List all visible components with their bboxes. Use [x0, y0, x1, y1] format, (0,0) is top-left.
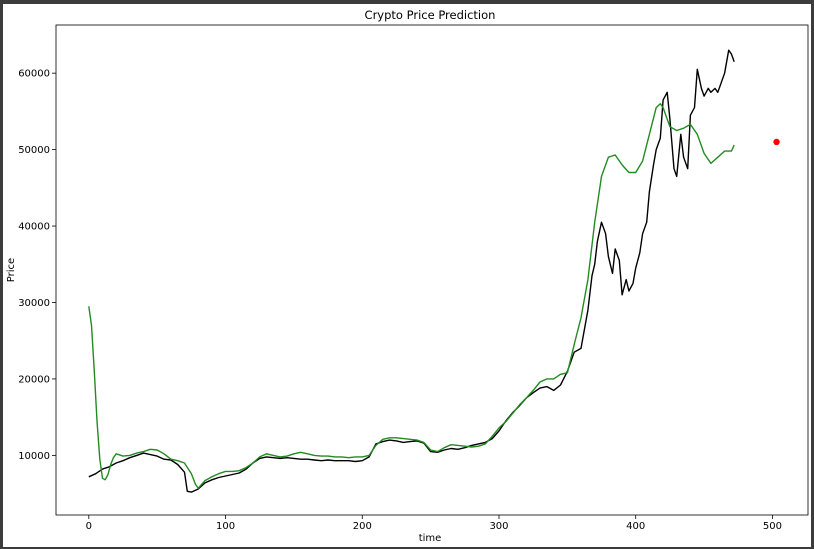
x-axis-ticks: 0 100 200 300 400 500 [86, 515, 782, 532]
chart-title: Crypto Price Prediction [365, 8, 496, 22]
series-layer [88, 49, 780, 493]
prediction-point [773, 138, 780, 146]
y-tick-label: 10000 [18, 451, 50, 462]
x-tick-label: 100 [216, 521, 235, 532]
y-tick-label: 30000 [18, 298, 50, 309]
plot-area [55, 24, 809, 516]
y-axis-label: Price [6, 258, 17, 282]
x-tick-label: 400 [626, 521, 645, 532]
actual-price-line [88, 49, 735, 493]
y-axis-ticks: 10000 20000 30000 40000 50000 60000 [18, 69, 56, 462]
x-tick-label: 0 [86, 521, 92, 532]
x-tick-label: 300 [489, 521, 508, 532]
y-tick-label: 60000 [18, 69, 50, 80]
x-axis-label: time [419, 533, 442, 544]
predicted-price-line [88, 103, 735, 489]
y-tick-label: 40000 [18, 222, 50, 233]
x-tick-label: 200 [353, 521, 372, 532]
y-tick-label: 50000 [18, 145, 50, 156]
x-tick-label: 500 [763, 521, 782, 532]
y-tick-label: 20000 [18, 374, 50, 385]
